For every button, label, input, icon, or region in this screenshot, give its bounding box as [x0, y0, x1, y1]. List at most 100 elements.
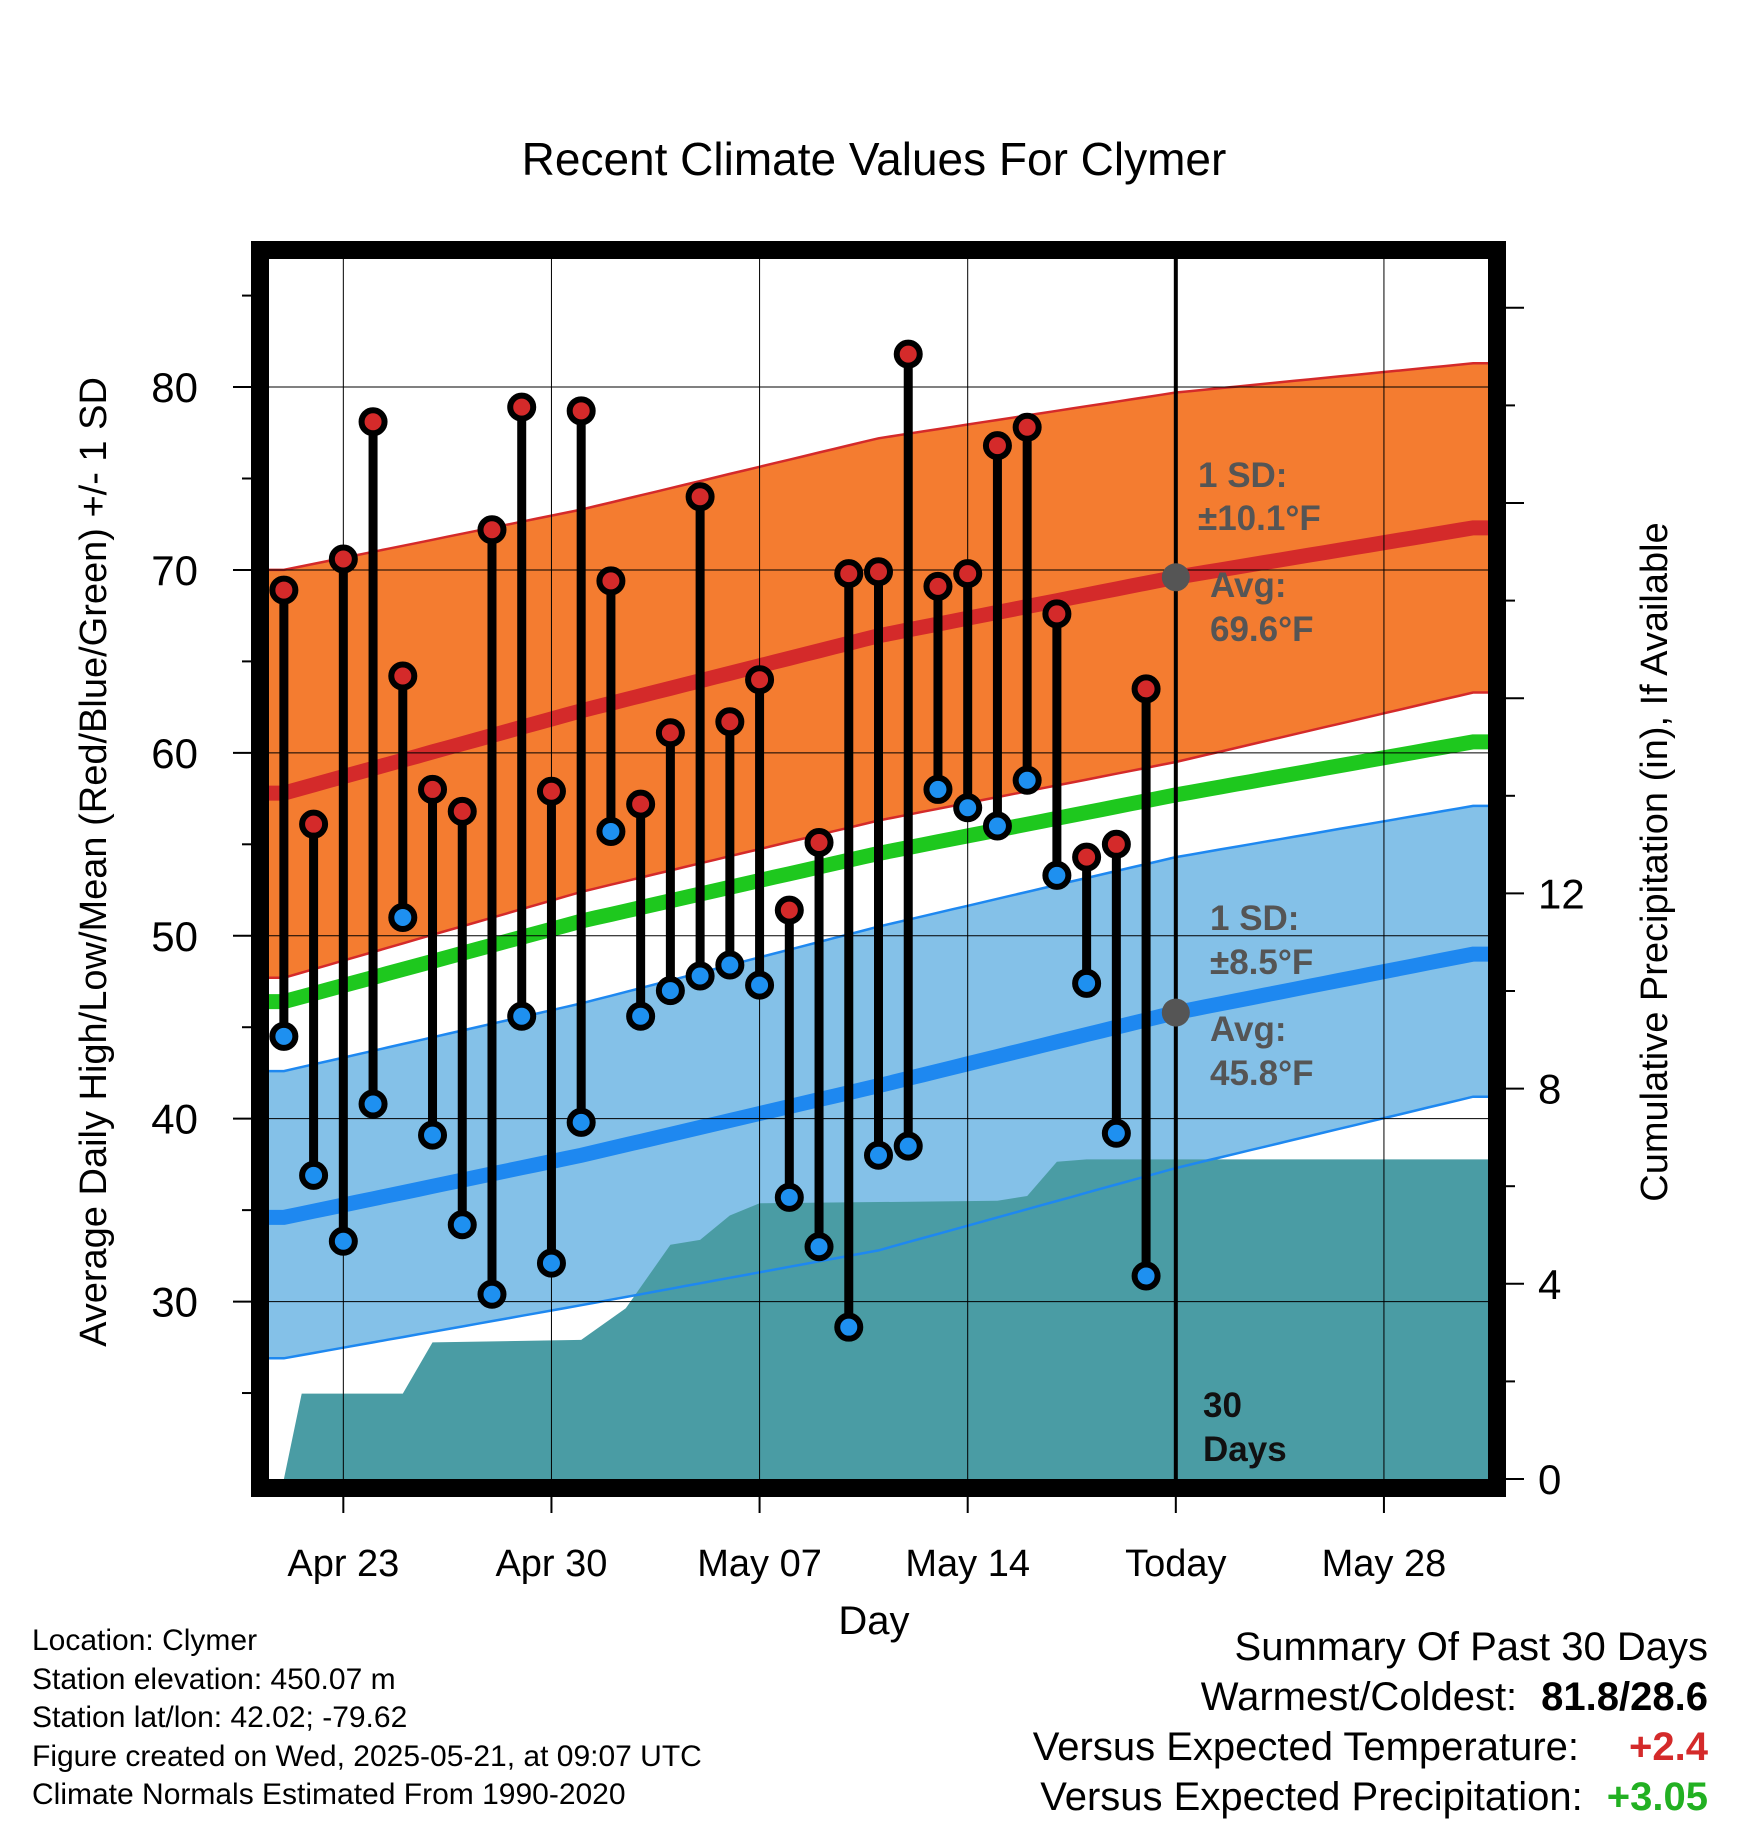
y-left-tick-label: 40: [151, 1096, 198, 1143]
daily-high-point: [982, 431, 1012, 461]
daily-low-point: [566, 1107, 596, 1137]
today-high-avg-marker: [1161, 563, 1190, 592]
precip-label: Versus Expected Precipitation:: [1040, 1775, 1583, 1819]
x-tick-label: Apr 30: [495, 1543, 607, 1585]
location-text: Location: Clymer: [32, 1624, 258, 1657]
daily-low-point: [299, 1160, 329, 1190]
y-left-tick-label: 70: [151, 547, 198, 594]
warm-cold-row: Warmest/Coldest: 81.8/28.6: [1033, 1672, 1708, 1722]
daily-low-point: [507, 1001, 537, 1031]
daily-low-point: [388, 902, 418, 932]
high-sd-title: 1 SD:: [1198, 456, 1287, 495]
daily-low-point: [655, 976, 685, 1006]
x-tick-label: May 14: [905, 1543, 1030, 1585]
daily-low-point: [626, 1001, 656, 1031]
daily-low-point: [1101, 1118, 1131, 1148]
x-tick-label: Today: [1125, 1543, 1226, 1585]
daily-high-point: [1012, 412, 1042, 442]
daily-high-point: [774, 895, 804, 925]
daily-low-point: [1042, 860, 1072, 890]
y-left-tick-label: 30: [151, 1279, 198, 1326]
daily-low-point: [745, 970, 775, 1000]
daily-high-point: [804, 827, 834, 857]
daily-high-point: [655, 718, 685, 748]
normals-text: Climate Normals Estimated From 1990-2020: [32, 1778, 626, 1811]
temp-label: Versus Expected Temperature:: [1032, 1725, 1580, 1769]
y-right-tick-label: 8: [1538, 1066, 1561, 1113]
x-tick-label: Apr 23: [287, 1543, 399, 1585]
y-left-tick-label: 50: [151, 913, 198, 960]
daily-high-point: [626, 789, 656, 819]
low-avg-title: Avg:: [1210, 1010, 1286, 1049]
daily-low-point: [1012, 765, 1042, 795]
daily-high-point: [1131, 674, 1161, 704]
low-avg-value: 45.8°F: [1210, 1054, 1314, 1093]
plot-frame: [251, 241, 1506, 1497]
daily-high-point: [536, 776, 566, 806]
daily-low-point: [418, 1120, 448, 1150]
high-sd-value: ±10.1°F: [1198, 499, 1321, 538]
created-text: Figure created on Wed, 2025-05-21, at 09…: [32, 1739, 702, 1773]
daily-low-point: [1131, 1261, 1161, 1291]
summary-title: Summary Of Past 30 Days: [1234, 1625, 1708, 1669]
elevation-text: Station elevation: 450.07 m: [32, 1662, 396, 1696]
daily-low-point: [864, 1140, 893, 1170]
daily-low-point: [1072, 968, 1102, 998]
y-left-tick-label: 80: [151, 364, 198, 411]
daily-high-point: [745, 665, 775, 695]
daily-low-point: [804, 1232, 834, 1262]
daily-high-point: [1072, 842, 1102, 872]
today-low-avg-marker: [1161, 998, 1190, 1027]
y-right-tick-label: 0: [1538, 1456, 1561, 1503]
daily-low-point: [953, 793, 983, 823]
daily-high-point: [447, 796, 477, 826]
daily-low-point: [774, 1182, 804, 1212]
y-right-tick-label: 12: [1538, 870, 1585, 917]
daily-low-point: [893, 1131, 923, 1161]
summary-panel: Summary Of Past 30 Days Warmest/Coldest:…: [1033, 1622, 1708, 1822]
days-word: Days: [1203, 1430, 1287, 1469]
daily-high-point: [566, 396, 596, 426]
daily-high-point: [893, 339, 923, 369]
y-axis-left-label: Average Daily High/Low/Mean (Red/Blue/Gr…: [73, 377, 115, 1347]
daily-low-point: [447, 1210, 477, 1240]
y-axis-right-label: Cumulative Precipitation (in), If Availa…: [1634, 522, 1676, 1201]
warm-cold-label: Warmest/Coldest:: [1200, 1675, 1518, 1719]
daily-high-point: [715, 707, 745, 737]
precip-value: +3.05: [1606, 1775, 1708, 1819]
daily-high-point: [418, 774, 448, 804]
low-sd-lower-line: [269, 1095, 1488, 1360]
chart-title: Recent Climate Values For Clymer: [522, 133, 1227, 185]
daily-high-point: [1101, 829, 1131, 859]
daily-low-point: [923, 774, 953, 804]
daily-high-point: [834, 559, 864, 589]
daily-low-point: [536, 1248, 566, 1278]
y-left-tick-label: 60: [151, 730, 198, 777]
daily-low-point: [596, 817, 626, 847]
daily-high-point: [864, 557, 893, 587]
daily-high-point: [299, 809, 329, 839]
daily-high-point: [685, 482, 715, 512]
days-number: 30: [1203, 1386, 1242, 1425]
daily-low-point: [685, 961, 715, 991]
daily-low-point: [982, 811, 1012, 841]
daily-high-point: [477, 515, 507, 545]
x-tick-label: May 28: [1322, 1543, 1447, 1585]
temp-value: +2.4: [1629, 1725, 1708, 1769]
high-avg-value: 69.6°F: [1210, 610, 1314, 649]
precip-area: [283, 1159, 1488, 1479]
low-sd-title: 1 SD:: [1210, 899, 1299, 938]
y-right-tick-label: 4: [1538, 1261, 1561, 1308]
annotations: 1 SD: ±10.1°F Avg: 69.6°F 1 SD: ±8.5°F A…: [1198, 456, 1321, 1469]
x-axis-label: Day: [838, 1599, 909, 1643]
x-tick-label: May 07: [697, 1543, 822, 1585]
daily-low-point: [358, 1089, 388, 1119]
daily-low-point: [715, 950, 745, 980]
low-sd-value: ±8.5°F: [1210, 943, 1313, 982]
daily-low-point: [834, 1312, 864, 1342]
station-info: Location: Clymer Station elevation: 450.…: [32, 1622, 702, 1815]
daily-low-point: [477, 1279, 507, 1309]
daily-high-point: [1042, 599, 1072, 629]
daily-high-point: [953, 559, 983, 589]
